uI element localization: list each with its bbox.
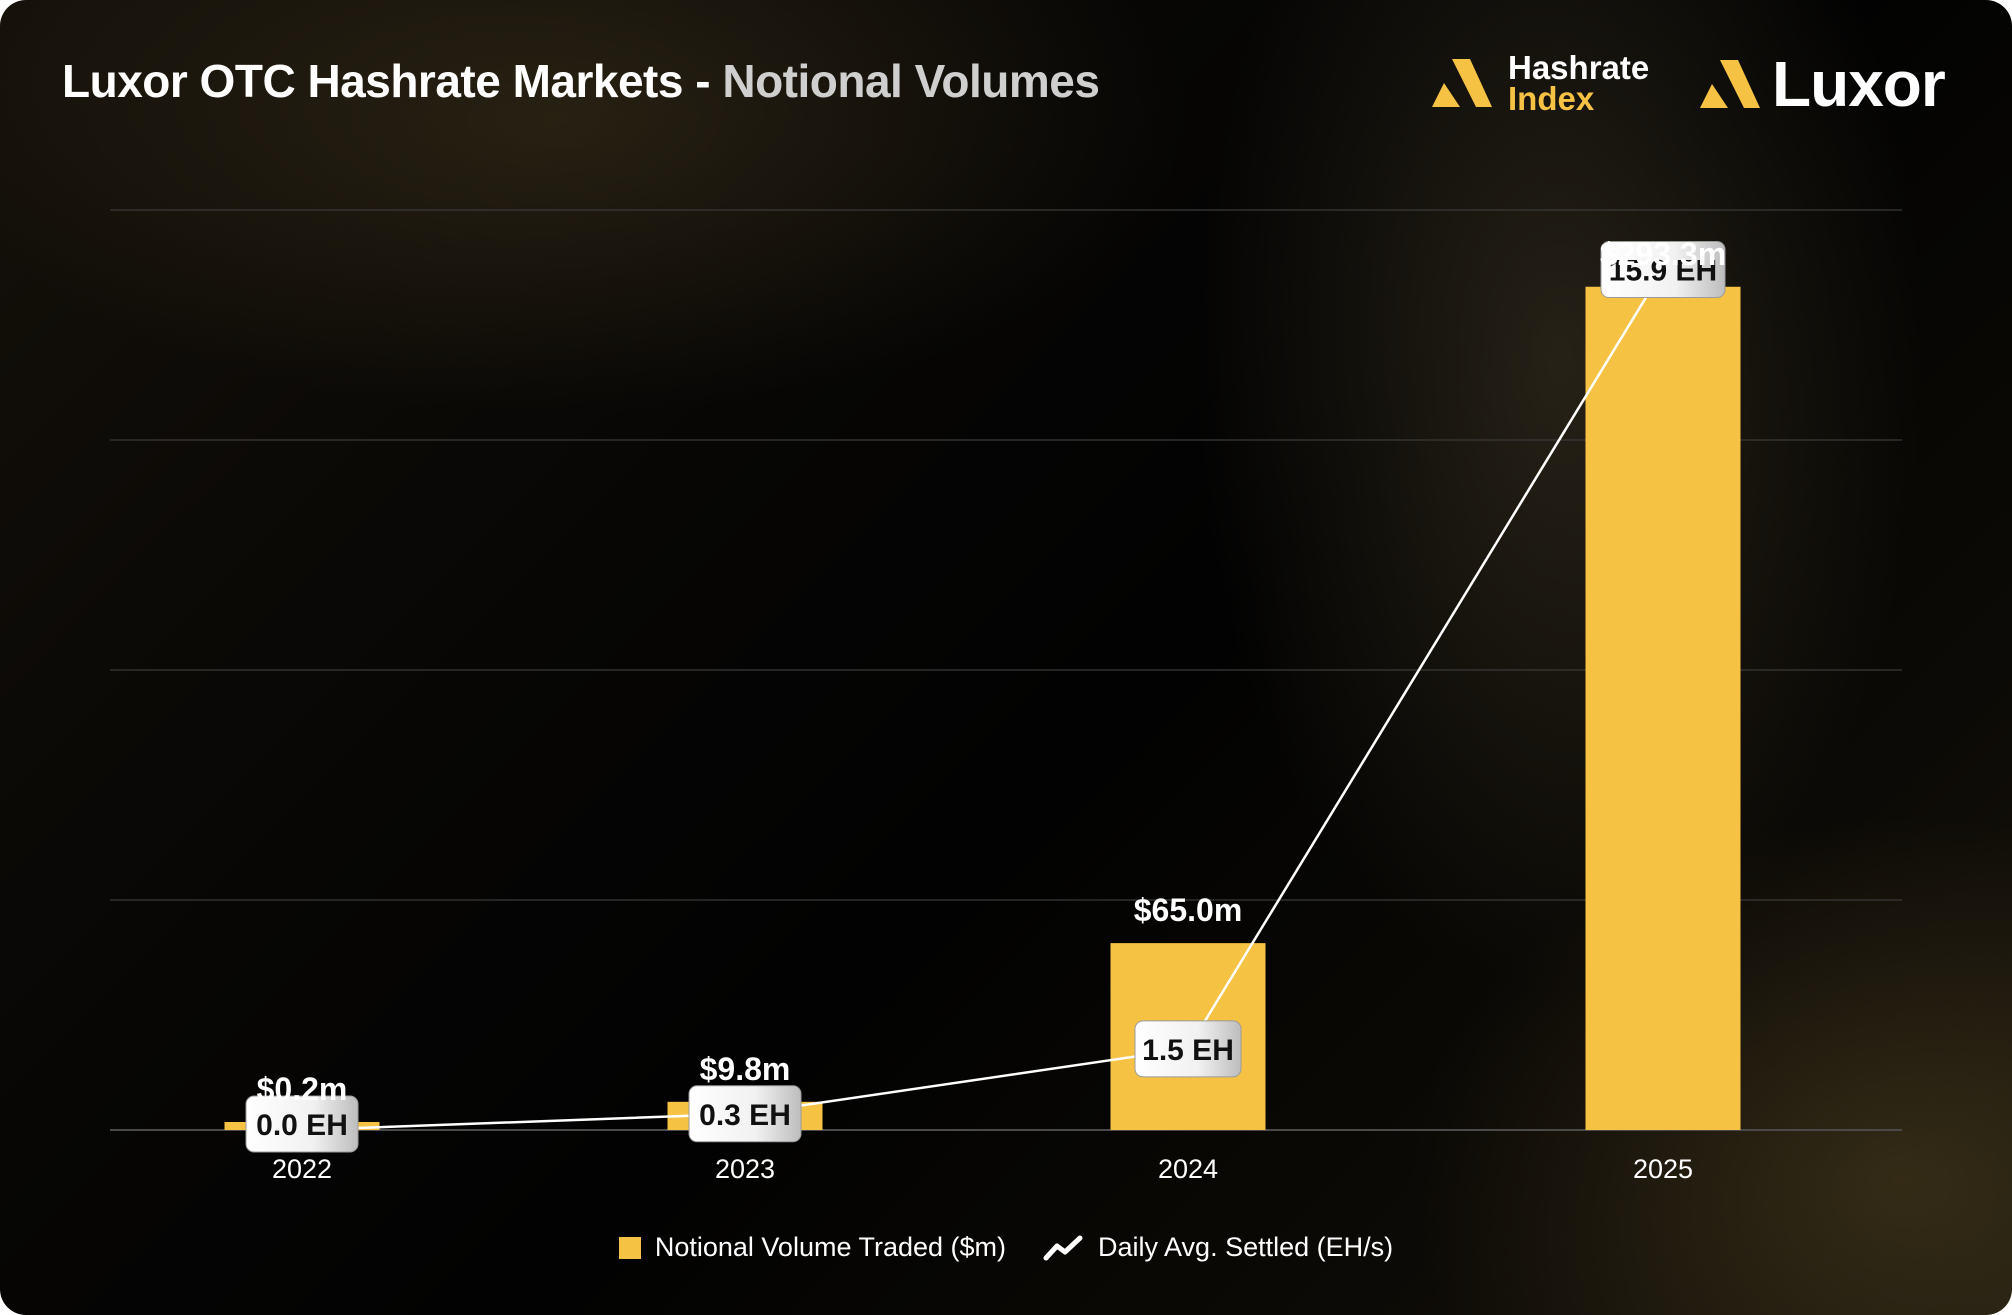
line-point-2023[interactable]: 0.3 EH	[688, 1085, 802, 1143]
legend-item-volume[interactable]: Notional Volume Traded ($m)	[618, 1232, 1007, 1263]
x-tick-label: 2023	[715, 1154, 775, 1184]
x-tick-label: 2024	[1158, 1154, 1218, 1184]
luxor-logo-text: Luxor	[1772, 48, 1946, 120]
bar-value-label: $65.0m	[1134, 892, 1243, 928]
luxor-logo: Luxor	[1698, 48, 1946, 120]
line-value-pill	[1600, 241, 1726, 299]
line-point-2024[interactable]: 1.5 EH	[1134, 1020, 1242, 1078]
title-main: Luxor OTC Hashrate Markets -	[62, 55, 711, 107]
line-value-pill	[1134, 1020, 1242, 1078]
hashrate-index-line1: Hashrate	[1508, 49, 1650, 86]
settled-hashrate-line	[301, 268, 1665, 1132]
trend-line-icon	[1043, 1235, 1083, 1260]
line-value-label: 0.0 EH	[256, 1109, 348, 1142]
line-value-pill	[688, 1085, 802, 1143]
legend-item-settled[interactable]: Daily Avg. Settled (EH/s)	[1042, 1232, 1393, 1263]
x-tick-label: 2025	[1633, 1154, 1693, 1184]
legend-settled-label: Daily Avg. Settled (EH/s)	[1098, 1232, 1394, 1262]
title-sub: Notional Volumes	[722, 55, 1100, 107]
line-point-2025[interactable]: 15.9 EH	[1600, 241, 1726, 299]
bar-value-label: $9.8m	[700, 1051, 791, 1087]
legend-volume-label: Notional Volume Traded ($m)	[654, 1232, 1007, 1262]
bar-2025[interactable]	[1585, 286, 1741, 1130]
x-tick-label: 2022	[272, 1154, 332, 1184]
line-value-pill	[245, 1095, 359, 1153]
line-value-label: 0.3 EH	[699, 1099, 791, 1132]
hashrate-index-line2: Index	[1508, 80, 1595, 117]
hashrate-index-logo-text: Hashrate Index	[1508, 49, 1650, 117]
chart-title: Luxor OTC Hashrate Markets - Notional Vo…	[62, 54, 1100, 108]
luxor-logo-icon	[1700, 60, 1760, 108]
hashrate-index-logo: Hashrate Index	[1430, 49, 1650, 117]
chart-legend: Notional Volume Traded ($m) Daily Avg. S…	[0, 1232, 2012, 1263]
hashrate-index-logo-icon	[1432, 59, 1492, 107]
line-value-label: 1.5 EH	[1142, 1034, 1234, 1067]
line-point-2022[interactable]: 0.0 EH	[245, 1095, 359, 1153]
bar-value-label: $293.3m	[1600, 236, 1726, 272]
legend-bar-swatch	[618, 1236, 641, 1259]
line-value-label: 15.9 EH	[1609, 255, 1717, 288]
bar-value-label: $0.2m	[257, 1071, 348, 1107]
